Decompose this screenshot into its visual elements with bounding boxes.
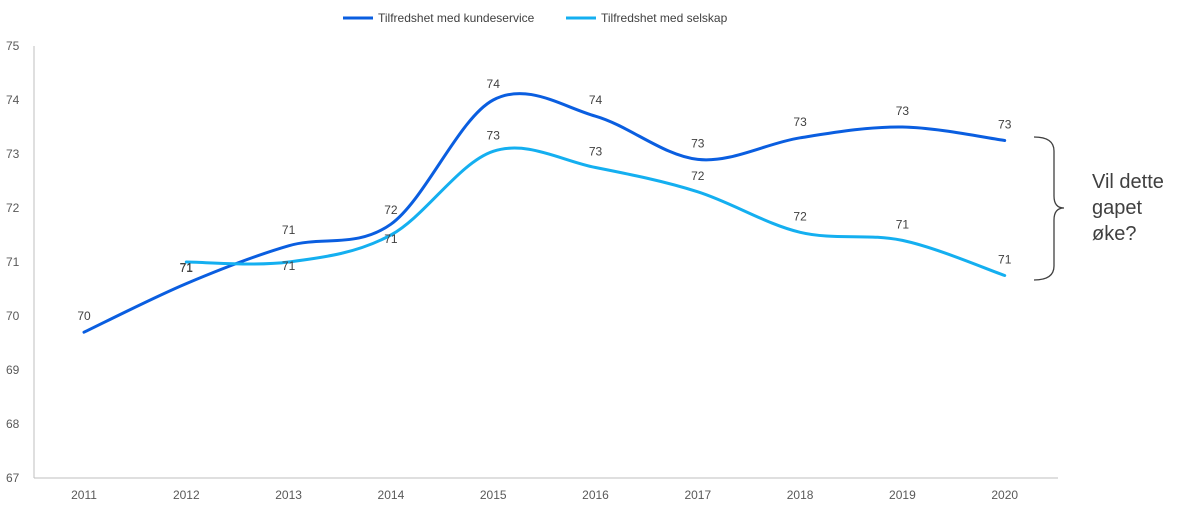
x-tick-label: 2011: [71, 488, 97, 502]
x-tick-label: 2017: [684, 488, 711, 502]
legend: Tilfredshet med kundeservice Tilfredshet …: [343, 11, 728, 25]
y-tick-label: 71: [6, 255, 20, 269]
y-tick-label: 75: [6, 39, 20, 53]
series-line-1: [82, 92, 1007, 334]
data-label: 70: [77, 309, 91, 323]
data-label: 71: [180, 261, 194, 275]
gap-annotation: Vil dette gapet øke?: [1033, 136, 1164, 281]
y-tick-label: 74: [6, 93, 20, 107]
series-line-2: [184, 146, 1007, 277]
annotation-text: øke?: [1092, 223, 1136, 245]
x-tick-label: 2018: [787, 488, 814, 502]
data-label: 71: [282, 259, 296, 273]
x-tick-label: 2016: [582, 488, 609, 502]
legend-label: Tilfredshet med kundeservice: [378, 11, 535, 25]
x-axis: 2011 2012 2013 2014 2015 2016 2017 2018 2019 2020: [34, 477, 1058, 502]
y-axis: 67 68 69 70 71 72 73 74 75: [6, 39, 35, 485]
x-tick-label: 2020: [991, 488, 1018, 502]
x-tick-label: 2012: [173, 488, 200, 502]
data-label: 71: [180, 261, 194, 275]
data-label: 71: [384, 232, 398, 246]
y-tick-label: 68: [6, 417, 20, 431]
data-label: 73: [691, 136, 705, 150]
y-tick-label: 69: [6, 363, 20, 377]
data-label: 73: [896, 104, 910, 118]
data-label: 73: [589, 145, 603, 159]
data-label: 74: [487, 77, 501, 91]
annotation-text: gapet: [1092, 197, 1142, 219]
data-label: 72: [691, 169, 705, 183]
y-tick-label: 72: [6, 201, 20, 215]
y-tick-label: 67: [6, 471, 20, 485]
data-label: 71: [282, 223, 296, 237]
legend-label: Tilfredshet med selskap: [601, 11, 728, 25]
data-label: 72: [384, 203, 398, 217]
x-tick-label: 2013: [275, 488, 302, 502]
y-tick-label: 70: [6, 309, 20, 323]
data-label: 74: [589, 93, 603, 107]
y-tick-label: 73: [6, 147, 20, 161]
series-lines: [82, 92, 1007, 334]
data-label: 73: [487, 128, 501, 142]
x-tick-label: 2019: [889, 488, 916, 502]
x-tick-label: 2015: [480, 488, 507, 502]
curly-brace-icon: [1033, 136, 1065, 281]
data-label: 71: [896, 217, 910, 231]
data-label: 72: [793, 209, 807, 223]
data-label: 73: [793, 115, 807, 129]
data-label: 71: [998, 253, 1012, 267]
x-tick-label: 2014: [378, 488, 405, 502]
annotation-text: Vil dette: [1092, 171, 1164, 193]
data-label: 73: [998, 118, 1012, 132]
